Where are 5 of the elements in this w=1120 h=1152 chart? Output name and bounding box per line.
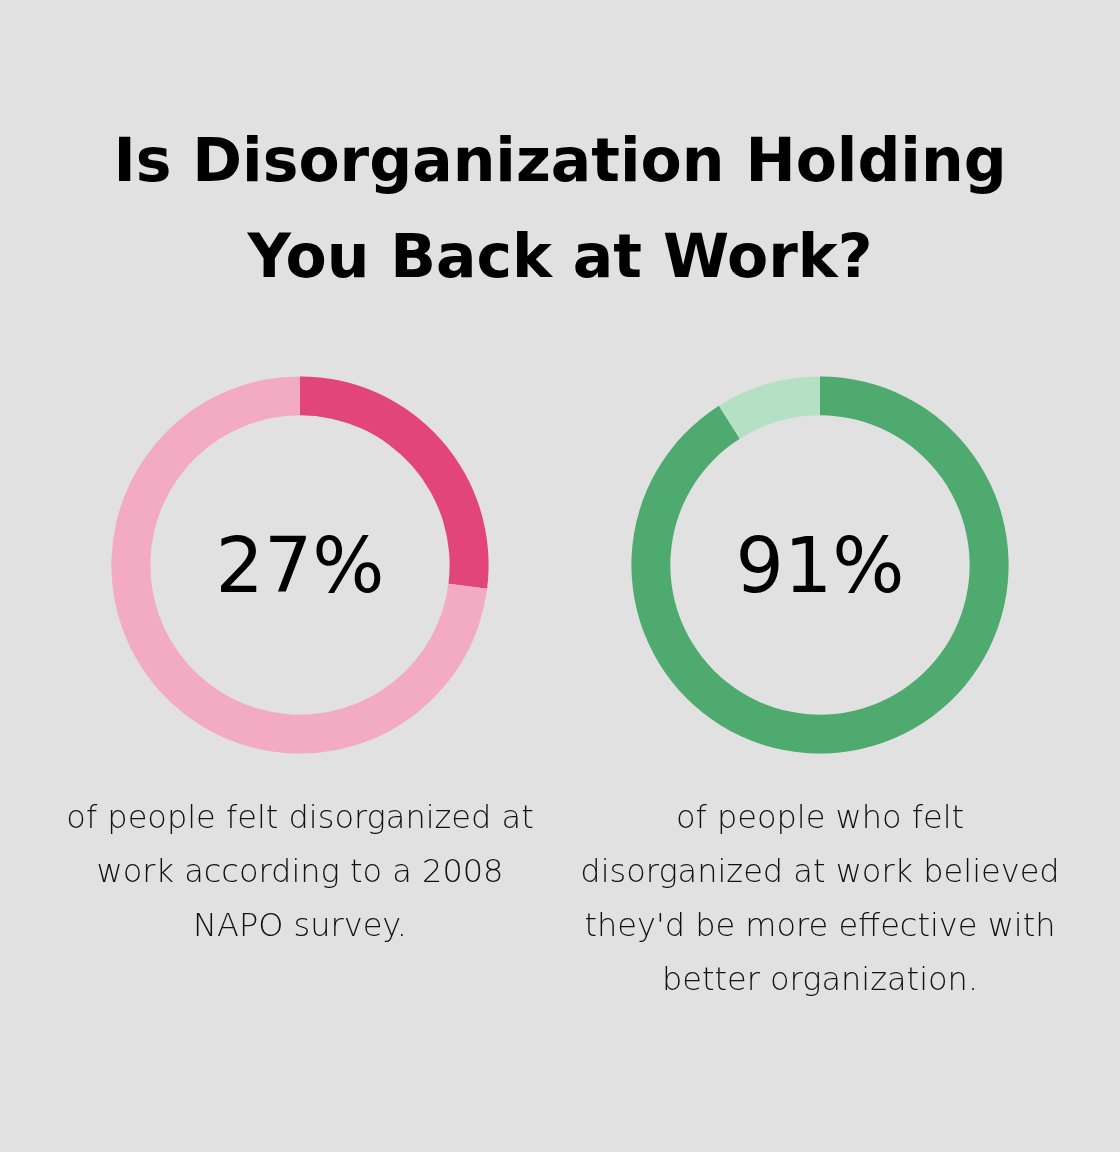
text: of people felt disorganized at work according to a 2008 NAPO survey.: [65, 797, 535, 946]
data-label: 91%: [735, 520, 905, 610]
data-label: 27%: [215, 520, 385, 610]
chart-title: Is Disorganization Holding You Back at Work?: [112, 124, 1008, 293]
text: of people who felt disorganized at work believed they'd be more effective with better organization.: [579, 797, 1061, 1000]
